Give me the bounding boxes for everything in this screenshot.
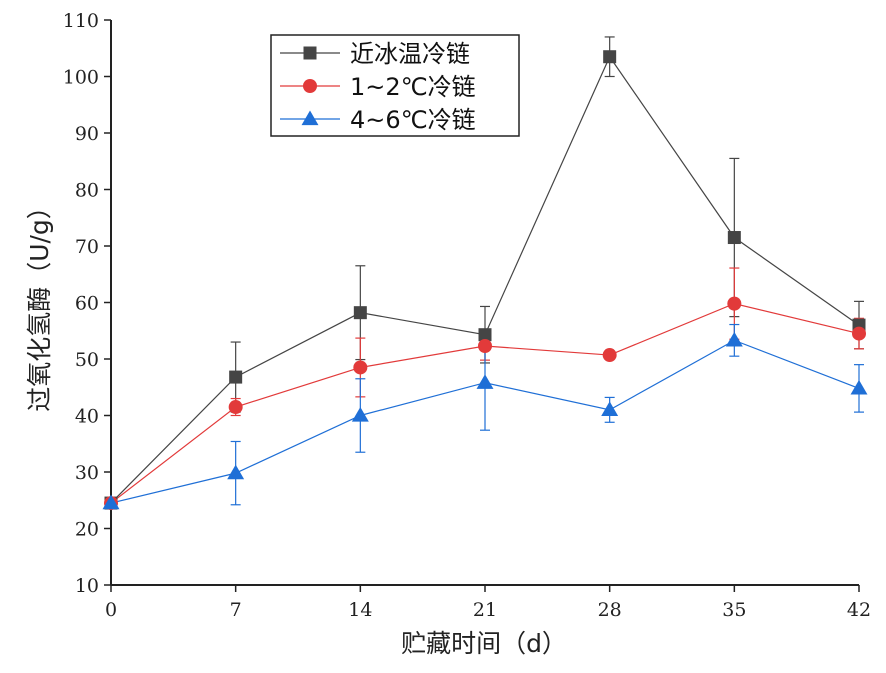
legend-marker-triangle-series xyxy=(301,110,319,126)
y-tick-label: 20 xyxy=(75,519,99,541)
axes: 10 20 30 40 50 60 70 80 90 100 110 0 7 14 21 28 35 42 xyxy=(63,10,871,621)
triangle-series-point xyxy=(102,494,120,510)
square-series-point xyxy=(229,370,243,384)
square-series-point xyxy=(353,306,367,320)
triangle-series-point xyxy=(476,374,494,389)
y-tick-label: 50 xyxy=(75,349,99,371)
x-tick-label: 14 xyxy=(348,599,372,621)
legend-label: 1~2℃冷链 xyxy=(350,73,476,101)
circle-series-point xyxy=(353,360,368,375)
square-series-point xyxy=(478,328,492,342)
x-tick-label: 35 xyxy=(722,599,746,621)
y-tick-label: 30 xyxy=(75,462,99,484)
circle-series-point xyxy=(602,348,617,363)
triangle-series-point xyxy=(725,331,743,347)
y-axis-title: 过氧化氢酶（U/g） xyxy=(25,194,54,412)
legend-label: 4~6℃冷链 xyxy=(350,106,476,134)
y-tick-label: 110 xyxy=(63,10,99,32)
circle-series-point xyxy=(478,339,492,354)
triangle-series-point xyxy=(601,401,619,416)
y-tick-label: 10 xyxy=(75,575,99,597)
triangle-series-point xyxy=(351,407,369,422)
series-markers xyxy=(102,50,868,511)
legend-label: 近冰温冷链 xyxy=(350,40,470,68)
y-tick-label: 40 xyxy=(75,406,99,428)
x-tick-label: 0 xyxy=(105,599,117,621)
legend-marker-square-series xyxy=(303,46,317,60)
x-tick-label: 28 xyxy=(598,599,622,621)
circle-series-point xyxy=(852,326,866,341)
circle-series-point xyxy=(228,400,243,415)
y-tick-label: 80 xyxy=(75,180,99,202)
triangle-series-point xyxy=(227,464,245,480)
legend: 近冰温冷链 1~2℃冷链 4~6℃冷链 xyxy=(270,34,520,137)
square-series-point xyxy=(727,231,741,245)
y-tick-label: 70 xyxy=(75,236,99,258)
legend-marker-circle-series xyxy=(303,79,317,93)
y-tick-label: 60 xyxy=(75,293,99,315)
triangle-series-point xyxy=(850,379,868,395)
x-tick-label: 42 xyxy=(847,599,871,621)
circle-series-point xyxy=(727,296,742,311)
square-series-point xyxy=(603,50,617,64)
x-tick-label: 7 xyxy=(230,599,242,621)
x-axis-title: 贮藏时间（d） xyxy=(401,629,567,658)
x-tick-label: 21 xyxy=(473,599,497,621)
y-tick-label: 90 xyxy=(75,123,99,145)
y-tick-label: 100 xyxy=(63,67,99,89)
